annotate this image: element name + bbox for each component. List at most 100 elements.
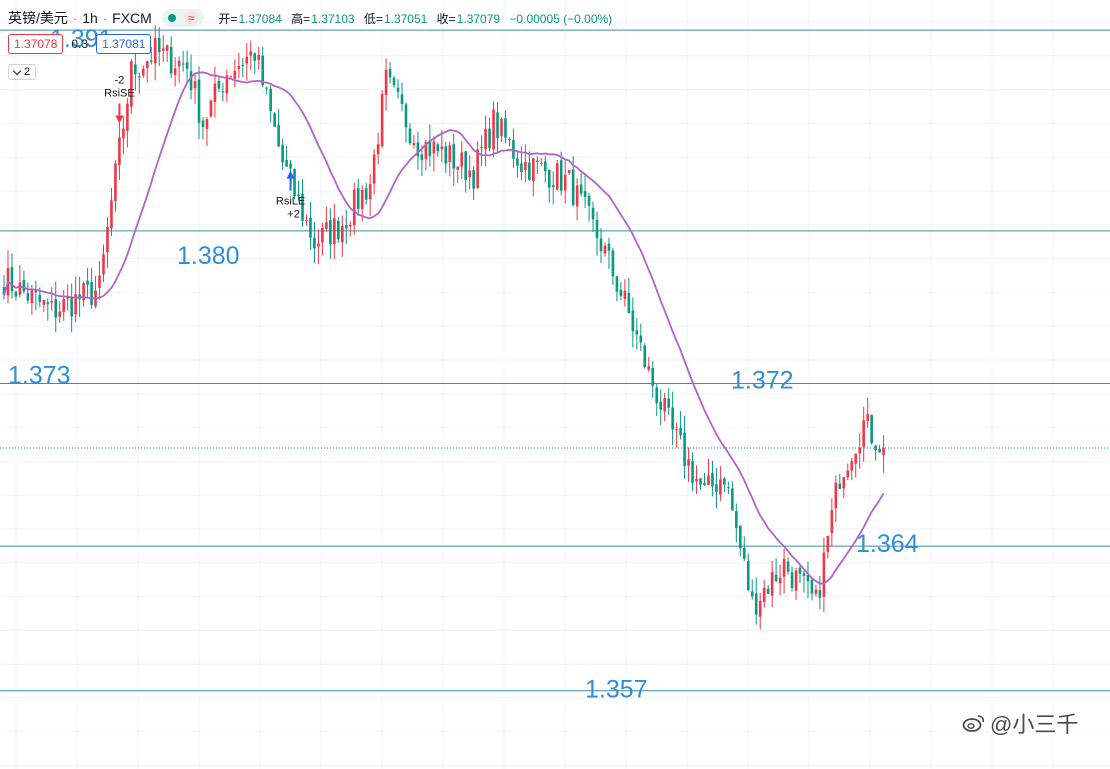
- candle-body: [591, 207, 595, 220]
- candle-body: [380, 93, 384, 147]
- candle-body: [90, 282, 93, 305]
- candle-body: [595, 219, 599, 239]
- quote-bar: 1.37078 0.3 1.37081: [8, 34, 152, 54]
- buy-price-button[interactable]: 1.37081: [96, 34, 152, 54]
- candle-body: [866, 414, 869, 421]
- candle-body: [205, 119, 209, 129]
- candle-body: [46, 302, 50, 305]
- candle-body: [145, 61, 149, 68]
- candle-body: [321, 227, 324, 243]
- open-value: 1.37084: [238, 11, 282, 26]
- sell-price-button[interactable]: 1.37078: [8, 34, 64, 54]
- candle-body: [277, 124, 280, 147]
- candle-body: [102, 254, 105, 275]
- candle-body: [106, 226, 109, 253]
- candle-body: [854, 453, 858, 464]
- candle-body: [472, 170, 475, 189]
- candle-body: [468, 170, 471, 178]
- candle-body: [571, 169, 575, 206]
- candle-body: [130, 61, 133, 107]
- candle-body: [54, 298, 58, 318]
- candle-body: [508, 138, 511, 140]
- candle-body: [786, 561, 790, 572]
- candle-body: [34, 289, 38, 293]
- candle-body: [285, 160, 288, 167]
- candle-body: [448, 145, 452, 162]
- candle-body: [428, 140, 432, 157]
- candle-body: [476, 149, 479, 189]
- candle-body: [157, 37, 161, 53]
- candle-body: [758, 600, 762, 617]
- candle-body: [826, 535, 830, 553]
- candle-body: [50, 301, 54, 303]
- candle-body: [647, 366, 651, 370]
- candle-body: [587, 195, 591, 206]
- ma-line: [3, 71, 885, 585]
- candle-body: [663, 398, 666, 412]
- signal-label: RsiLE: [276, 196, 305, 208]
- candle-body: [10, 267, 14, 292]
- candle-body: [70, 296, 73, 317]
- open-label: 开=: [218, 11, 238, 26]
- candle-body: [878, 448, 881, 453]
- price-annotation: 1.357: [585, 676, 648, 704]
- high-value: 1.37103: [311, 11, 355, 26]
- candle-body: [181, 63, 185, 65]
- candle-body: [635, 330, 639, 335]
- candle-body: [456, 166, 460, 170]
- candle-body: [790, 572, 794, 588]
- candle-body: [715, 484, 718, 492]
- candle-body: [802, 573, 806, 576]
- candle-body: [711, 472, 714, 487]
- price-annotation: 1.380: [177, 242, 240, 270]
- candle-body: [818, 590, 822, 598]
- candle-body: [440, 146, 444, 150]
- exchange-label[interactable]: FXCM: [112, 10, 152, 26]
- candle-body: [153, 38, 157, 64]
- spread-value: 0.3: [71, 37, 89, 51]
- candle-body: [691, 461, 694, 484]
- weibo-logo-icon: [962, 715, 985, 732]
- candle-body: [149, 60, 153, 63]
- candle-body: [281, 144, 284, 163]
- candle-body: [424, 142, 428, 160]
- candle-body: [329, 220, 332, 244]
- candle-body: [814, 589, 818, 594]
- candle-body: [671, 407, 674, 430]
- symbol-name[interactable]: 英镑/美元: [8, 10, 68, 26]
- candle-body: [870, 414, 873, 444]
- candle-body: [599, 238, 603, 252]
- candle-body: [273, 113, 276, 127]
- chevron-down-icon: [12, 66, 22, 75]
- candlesticks: [2, 25, 885, 630]
- candle-body: [301, 193, 304, 221]
- indicators-toggle-button[interactable]: 2: [8, 64, 37, 80]
- candle-body: [233, 70, 237, 79]
- interval-label[interactable]: 1h: [82, 10, 98, 26]
- candle-body: [766, 588, 770, 594]
- candle-body: [325, 222, 328, 229]
- candle-body: [209, 100, 213, 117]
- candle-body: [830, 510, 834, 534]
- candle-body: [782, 559, 786, 577]
- candle-body: [114, 163, 117, 201]
- candle-body: [265, 87, 268, 89]
- candle-body: [607, 243, 611, 251]
- candle-body: [480, 147, 483, 149]
- candle-body: [484, 128, 487, 150]
- candle-body: [305, 220, 308, 222]
- candle-body: [269, 88, 272, 111]
- candle-body: [177, 60, 181, 67]
- candle-body: [356, 188, 360, 209]
- candle-body: [611, 250, 615, 277]
- candle-body: [412, 143, 416, 146]
- candle-body: [74, 294, 77, 315]
- market-status[interactable]: ≈: [161, 9, 205, 27]
- candle-body: [723, 478, 726, 485]
- candle-body: [337, 221, 340, 240]
- candle-body: [679, 427, 682, 436]
- low-label: 低=: [363, 11, 383, 26]
